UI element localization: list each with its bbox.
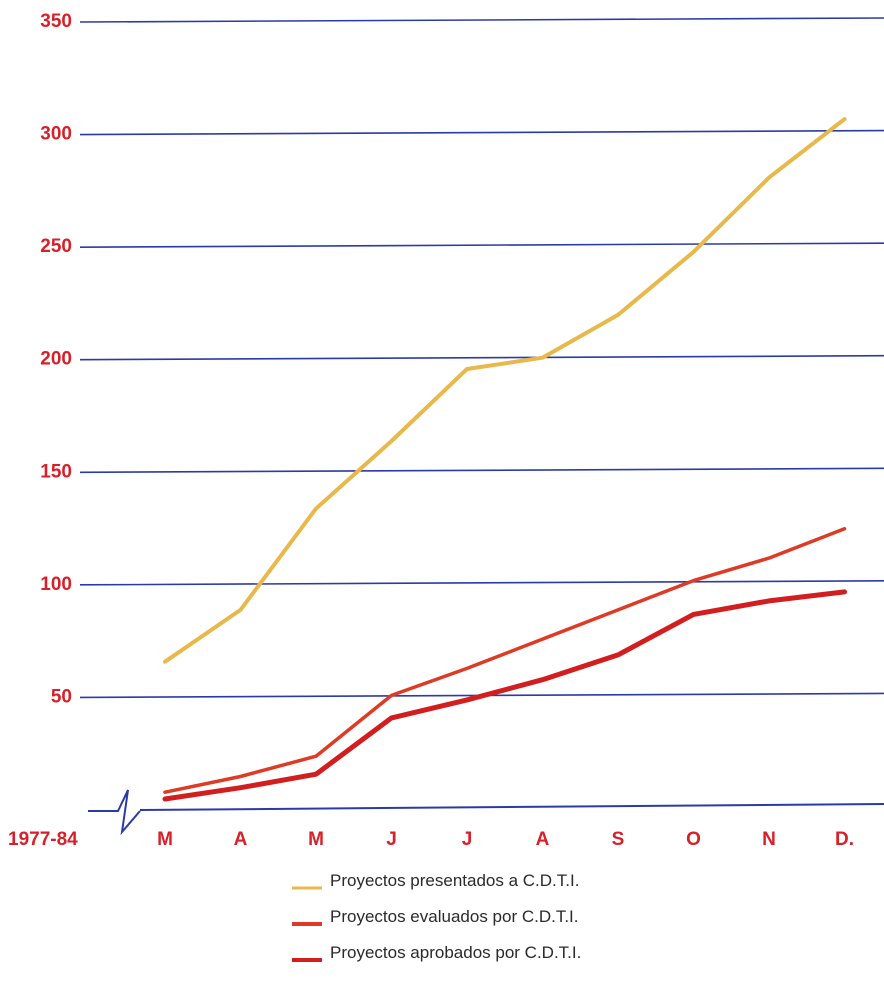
y-axis-ticks: 50 100 150 200 250 300 350 bbox=[40, 11, 72, 707]
x-tick-label: M bbox=[157, 829, 173, 850]
series-lines bbox=[162, 117, 847, 802]
y-tick-label: 50 bbox=[51, 686, 72, 707]
grid-line bbox=[79, 242, 884, 248]
x-tick-label: O bbox=[686, 829, 701, 850]
x-tick-label: N bbox=[762, 829, 776, 850]
legend-label: Proyectos evaluados por C.D.T.I. bbox=[330, 907, 579, 926]
x-tick-label: S bbox=[612, 829, 625, 850]
axis-break-mark bbox=[88, 789, 141, 836]
x-tick-label: A bbox=[536, 829, 550, 850]
x-axis bbox=[88, 789, 884, 836]
x-axis-line bbox=[139, 803, 884, 811]
y-tick-label: 300 bbox=[40, 124, 72, 145]
x-tick-label: M bbox=[308, 829, 324, 850]
x-tick-label: J bbox=[462, 829, 473, 850]
y-tick-label: 350 bbox=[40, 11, 72, 32]
y-tick-label: 200 bbox=[40, 349, 72, 370]
series-line bbox=[163, 117, 847, 664]
x-tick-label: D. bbox=[835, 829, 854, 850]
legend-label: Proyectos presentados a C.D.T.I. bbox=[330, 871, 579, 890]
grid-line bbox=[79, 467, 884, 474]
grid-lines bbox=[79, 17, 884, 699]
legend: Proyectos presentados a C.D.T.I. Proyecto… bbox=[292, 871, 581, 962]
y-tick-label: 150 bbox=[40, 461, 72, 482]
x-axis-ticks: M A M J J A S O N D. bbox=[157, 829, 854, 850]
period-label: 1977-84 bbox=[8, 829, 78, 850]
series-line bbox=[163, 527, 847, 794]
x-tick-label: J bbox=[386, 829, 397, 850]
grid-line bbox=[79, 354, 884, 361]
y-tick-label: 250 bbox=[40, 236, 72, 257]
series-line bbox=[162, 589, 847, 802]
grid-line bbox=[79, 580, 884, 586]
grid-line bbox=[79, 17, 884, 23]
legend-label: Proyectos aprobados por C.D.T.I. bbox=[330, 943, 581, 962]
grid-line bbox=[79, 129, 884, 136]
x-tick-label: A bbox=[234, 829, 248, 850]
y-tick-label: 100 bbox=[40, 574, 72, 595]
